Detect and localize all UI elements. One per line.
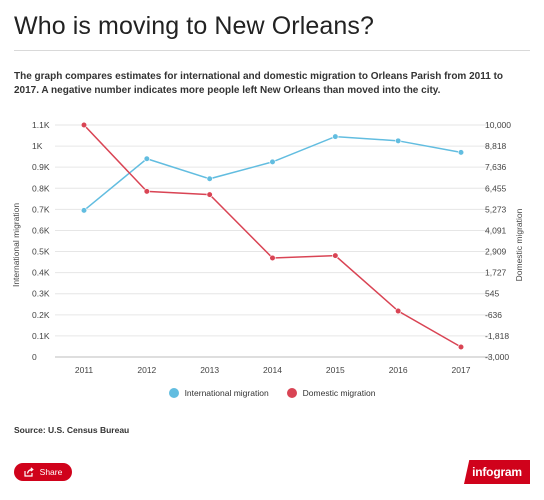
right-axis-title: Domestic migration (514, 208, 524, 281)
data-point-international[interactable] (143, 155, 150, 162)
data-point-international[interactable] (332, 133, 339, 140)
right-axis-ticks: 10,000 8,818 7,636 6,455 5,273 4,091 2,909 1,72… (485, 120, 511, 362)
data-point-domestic[interactable] (143, 188, 150, 195)
x-tick-label: 2016 (389, 365, 408, 375)
left-tick-label: 1K (32, 141, 43, 151)
right-tick-label: 8,818 (485, 141, 507, 151)
left-axis-ticks: 1.1K 1K 0.9K 0.8K 0.7K 0.6K 0.5K 0.4K 0.3K 0.2K 0.… (32, 120, 50, 362)
share-icon (24, 467, 34, 477)
data-point-domestic[interactable] (332, 252, 339, 259)
right-tick-label: 545 (485, 289, 499, 299)
data-point-domestic[interactable] (206, 191, 213, 198)
right-tick-label: -3,000 (485, 352, 509, 362)
legend-dot-international (168, 388, 179, 398)
legend-label-international: International migration (184, 388, 269, 398)
share-label: Share (39, 467, 63, 477)
infogram-logo[interactable]: infogram (464, 460, 530, 484)
legend-dot-domestic (286, 388, 297, 398)
right-tick-label: 10,000 (485, 120, 511, 130)
left-tick-label: 0.7K (32, 204, 50, 214)
left-tick-label: 0.3K (32, 289, 50, 299)
series-line-domestic (83, 124, 462, 348)
right-tick-label: 4,091 (485, 225, 507, 235)
x-tick-label: 2014 (263, 365, 282, 375)
data-point-international[interactable] (395, 137, 402, 144)
data-point-international[interactable] (269, 158, 276, 166)
right-tick-label: 2,909 (485, 247, 507, 257)
left-axis-title: International migration (11, 203, 21, 287)
left-tick-label: 1.1K (32, 120, 50, 130)
left-tick-label: 0.4K (32, 268, 50, 278)
left-tick-label: 0.5K (32, 247, 50, 257)
left-tick-label: 0.1K (32, 331, 50, 341)
data-point-domestic[interactable] (269, 254, 276, 262)
series-line-international (83, 135, 462, 211)
chart-description: The graph compares estimates for interna… (14, 71, 504, 96)
right-tick-label: -1,818 (485, 331, 509, 341)
data-point-international[interactable] (206, 175, 213, 182)
left-tick-label: 0.2K (32, 310, 50, 320)
data-point-domestic[interactable] (457, 343, 465, 351)
data-point-domestic[interactable] (80, 121, 88, 129)
left-tick-label: 0.8K (32, 183, 50, 193)
legend-label-domestic: Domestic migration (302, 388, 376, 398)
x-tick-label: 2013 (200, 365, 219, 375)
x-axis-ticks: 2011 2012 2013 2014 2015 2016 2017 (75, 365, 471, 375)
left-tick-label: 0.9K (32, 162, 50, 172)
data-point-domestic[interactable] (395, 307, 402, 315)
left-tick-label: 0.6K (32, 225, 50, 235)
right-tick-label: 7,636 (485, 162, 507, 172)
legend-item-domestic[interactable]: Domestic migration (286, 388, 376, 398)
x-tick-label: 2012 (137, 365, 156, 375)
source-note: Source: U.S. Census Bureau (14, 425, 130, 435)
gridlines (55, 124, 490, 358)
right-tick-label: 5,273 (485, 204, 507, 214)
data-point-international[interactable] (80, 207, 88, 214)
page-title: Who is moving to New Orleans? (14, 12, 374, 40)
chart-legend: International migration Domestic migrati… (0, 388, 544, 398)
right-tick-label: 6,455 (485, 183, 507, 193)
x-tick-label: 2017 (452, 365, 471, 375)
right-tick-label: -636 (485, 310, 502, 320)
left-tick-label: 0 (32, 352, 37, 362)
legend-item-international[interactable]: International migration (168, 388, 269, 398)
x-tick-label: 2015 (326, 365, 345, 375)
right-tick-label: 1,727 (485, 268, 507, 278)
share-button[interactable]: Share (14, 463, 72, 481)
data-point-international[interactable] (457, 149, 465, 156)
x-tick-label: 2011 (75, 365, 94, 375)
series-layer (80, 121, 465, 351)
title-divider (14, 50, 530, 51)
